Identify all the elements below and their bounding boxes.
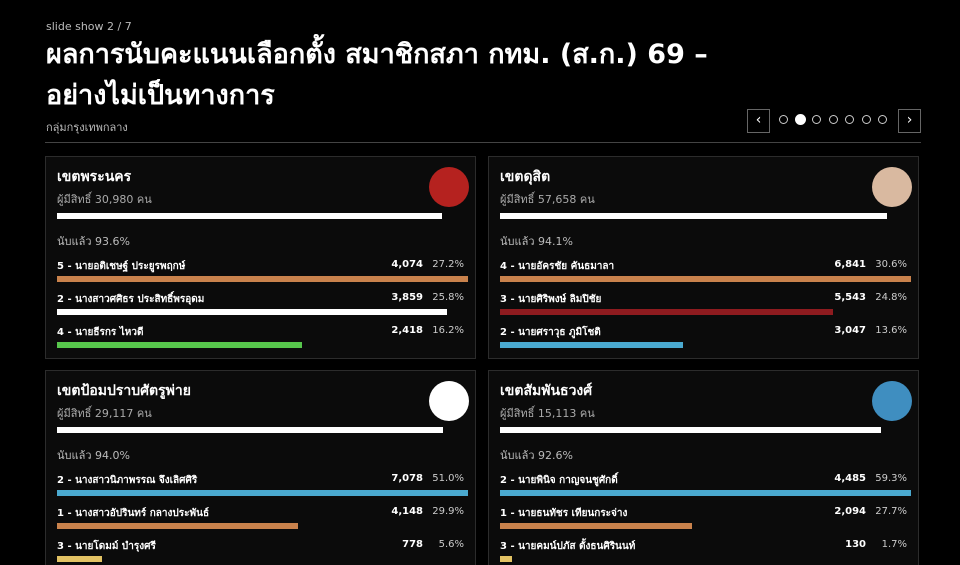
eligible-voters: ผู้มีสิทธิ์ 57,658 คน <box>500 193 595 206</box>
candidate-name: 2 - นางสาวศศิธร ประสิทธิ์พรอุดม <box>57 294 205 305</box>
vote-percent: 30.6% <box>875 259 907 270</box>
vote-count: 2,094 <box>834 506 866 517</box>
candidate-name: 1 - นางสาวอัปรินทร์ กลางประพันธ์ <box>57 508 210 519</box>
counted-label: นับแล้ว 94.0% <box>57 449 130 462</box>
district-name: เขตพระนคร <box>57 169 132 185</box>
vote-percent: 5.6% <box>438 539 464 550</box>
counted-label: นับแล้ว 92.6% <box>500 449 573 462</box>
candidate-name: 3 - นายคมน์ปภัส ตั้งธนศิรินนท์ <box>500 541 636 552</box>
candidate-name: 1 - นายธนทัชร เทียนกระจ่าง <box>500 508 628 519</box>
vote-percent: 29.9% <box>432 506 464 517</box>
vote-count: 130 <box>845 539 866 550</box>
vote-bar <box>500 523 692 529</box>
candidate-name: 4 - นายธีรกร ไหวดี <box>57 327 144 338</box>
slide-dot[interactable] <box>828 115 838 124</box>
vote-bar <box>500 490 911 496</box>
vote-percent: 27.2% <box>432 259 464 270</box>
counted-bar <box>500 427 881 433</box>
eligible-voters: ผู้มีสิทธิ์ 29,117 คน <box>57 407 152 420</box>
candidate-name: 5 - นายอติเชษฐ์ ประยูรพฤกษ์ <box>57 261 186 272</box>
vote-bar <box>57 276 468 282</box>
candidate-name: 3 - นายโดมม์ บำรุงศรี <box>57 541 156 552</box>
vote-percent: 16.2% <box>432 325 464 336</box>
candidate-photo <box>429 167 469 207</box>
slide-dot[interactable] <box>878 115 887 124</box>
title: ผลการนับคะแนนเลือกตั้ง สมาชิกสภา กทม. (ส… <box>46 39 708 111</box>
vote-percent: 59.3% <box>875 473 907 484</box>
slide-dot[interactable] <box>812 115 821 124</box>
vote-count: 6,841 <box>834 259 866 270</box>
vote-bar <box>57 556 103 562</box>
vote-count: 2,418 <box>391 325 423 336</box>
slide-dot[interactable] <box>794 114 806 125</box>
candidate-name: 3 - นายศิริพงษ์ ลิมปิชัย <box>500 294 602 305</box>
vote-bar <box>57 523 298 529</box>
vote-bar <box>57 342 302 348</box>
district-card: เขตสัมพันธวงศ์ผู้มีสิทธิ์ 15,113 คนนับแล… <box>488 370 919 565</box>
district-name: เขตดุสิต <box>500 169 551 185</box>
vote-count: 3,859 <box>391 292 423 303</box>
vote-count: 4,074 <box>391 259 423 270</box>
candidate-name: 2 - นายศราวุธ ภูมิโชติ <box>500 327 601 338</box>
vote-percent: 13.6% <box>875 325 907 336</box>
subtitle: กลุ่มกรุงเทพกลาง <box>46 121 128 134</box>
candidate-photo <box>872 381 912 421</box>
vote-percent: 1.7% <box>881 539 907 550</box>
slide-label: slide show 2 / 7 <box>46 20 132 33</box>
vote-bar <box>57 309 447 315</box>
prev-button[interactable]: ‹ <box>747 109 770 133</box>
district-card: เขตพระนครผู้มีสิทธิ์ 30,980 คนนับแล้ว 93… <box>45 156 476 359</box>
vote-bar <box>500 276 911 282</box>
vote-count: 778 <box>402 539 423 550</box>
vote-percent: 24.8% <box>875 292 907 303</box>
slide-dot[interactable] <box>861 115 871 124</box>
slide-dot[interactable] <box>779 115 788 124</box>
vote-bar <box>500 342 683 348</box>
eligible-voters: ผู้มีสิทธิ์ 15,113 คน <box>500 407 595 420</box>
eligible-voters: ผู้มีสิทธิ์ 30,980 คน <box>57 193 152 206</box>
district-name: เขตป้อมปราบศัตรูพ่าย <box>57 383 191 399</box>
vote-percent: 51.0% <box>432 473 464 484</box>
counted-label: นับแล้ว 94.1% <box>500 235 573 248</box>
vote-bar <box>57 490 468 496</box>
candidate-name: 2 - นายพินิจ กาญจนชูศักดิ์ <box>500 475 618 486</box>
candidate-photo <box>429 381 469 421</box>
vote-count: 4,485 <box>834 473 866 484</box>
candidate-name: 2 - นางสาวนิภาพรรณ จึงเลิศศิริ <box>57 475 198 486</box>
candidate-photo <box>872 167 912 207</box>
vote-bar <box>500 309 834 315</box>
counted-label: นับแล้ว 93.6% <box>57 235 130 248</box>
district-card: เขตดุสิตผู้มีสิทธิ์ 57,658 คนนับแล้ว 94.… <box>488 156 919 359</box>
next-button[interactable]: › <box>898 109 921 133</box>
counted-bar <box>500 213 887 219</box>
counted-bar <box>57 427 444 433</box>
district-card: เขตป้อมปราบศัตรูพ่ายผู้มีสิทธิ์ 29,117 ค… <box>45 370 476 565</box>
vote-bar <box>500 556 512 562</box>
candidate-name: 4 - นายอัครชัย คันธมาลา <box>500 261 615 272</box>
vote-percent: 25.8% <box>432 292 464 303</box>
counted-bar <box>57 213 442 219</box>
vote-count: 7,078 <box>391 473 423 484</box>
vote-count: 3,047 <box>834 325 866 336</box>
vote-count: 5,543 <box>834 292 866 303</box>
divider <box>45 142 921 143</box>
district-name: เขตสัมพันธวงศ์ <box>500 383 593 399</box>
slide-dot[interactable] <box>845 115 854 124</box>
vote-percent: 27.7% <box>875 506 907 517</box>
vote-count: 4,148 <box>391 506 423 517</box>
